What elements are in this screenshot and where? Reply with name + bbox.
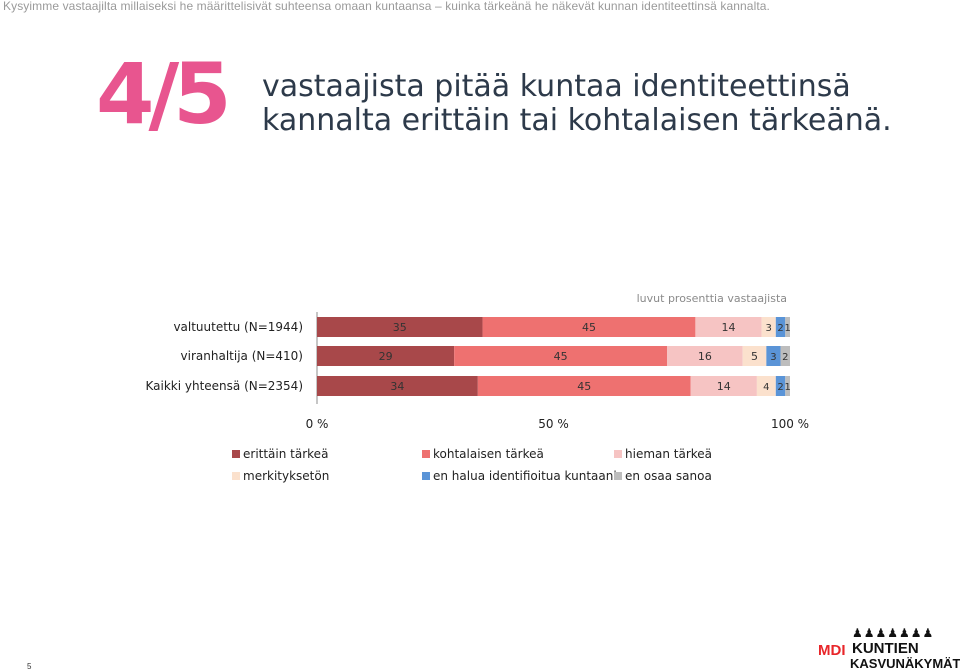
bar-segment xyxy=(775,317,786,337)
bar-segment xyxy=(317,346,455,366)
category-label: viranhaltija (N=410) xyxy=(181,349,303,363)
bar-value-label: 34 xyxy=(390,380,404,393)
bar-value-label: 1 xyxy=(784,323,790,334)
bar-value-label: 35 xyxy=(393,321,407,334)
legend-label: erittäin tärkeä xyxy=(243,447,328,461)
x-tick-label: 50 % xyxy=(538,417,569,431)
bar-value-label: 2 xyxy=(777,323,783,334)
headline-line-1: vastaajista pitää kuntaa identiteettinsä xyxy=(262,69,851,104)
bar-value-label: 2 xyxy=(777,382,783,393)
x-tick-label: 0 % xyxy=(306,417,329,431)
category-label: Kaikki yhteensä (N=2354) xyxy=(145,379,303,393)
bar-segment xyxy=(454,346,668,366)
bar-value-label: 2 xyxy=(782,352,788,363)
legend: erittäin tärkeä kohtalaisen tärkeä hieman … xyxy=(232,447,712,483)
bar-value-label: 1 xyxy=(784,382,790,393)
bar-value-label: 14 xyxy=(722,321,736,334)
bar-segment xyxy=(667,346,743,366)
bar-value-label: 29 xyxy=(379,350,393,363)
bar-segment xyxy=(785,376,790,396)
legend-swatch xyxy=(232,472,240,480)
category-label: valtuutettu (N=1944) xyxy=(173,320,303,334)
bars-group: valtuutettu (N=1944) 35 45 14 3 2 1viranhaltij… xyxy=(145,317,791,396)
logo-figures-icon: ♟♟♟♟♟♟♟ xyxy=(852,626,935,640)
headline: vastaajista pitää kuntaa identiteettinsä… xyxy=(262,70,892,138)
bar-segment xyxy=(317,376,478,396)
bar-segment xyxy=(482,317,696,337)
mdi-logo: ♟♟♟♟♟♟♟ MDI KUNTIEN KASVUNÄKYMÄT xyxy=(818,626,960,672)
x-ticks-group: 0 % 50 % 100 % xyxy=(306,417,809,431)
x-tick-label: 100 % xyxy=(771,417,809,431)
bar-value-label: 4 xyxy=(763,382,769,393)
logo-line-1: KUNTIEN xyxy=(852,640,919,657)
bar-segment xyxy=(477,376,691,396)
legend-label: hieman tärkeä xyxy=(625,447,712,461)
legend-swatch xyxy=(614,450,622,458)
chart-note: luvut prosenttia vastaajista xyxy=(637,292,787,305)
legend-swatch xyxy=(422,450,430,458)
logo-mdi: MDI xyxy=(818,642,846,659)
bar-value-label: 14 xyxy=(717,380,731,393)
logo-line-2: KASVUNÄKYMÄT xyxy=(850,656,960,671)
legend-label: kohtalaisen tärkeä xyxy=(433,447,544,461)
top-caption: Kysyimme vastaajilta millaiseksi he määr… xyxy=(3,0,770,13)
bar-value-label: 45 xyxy=(577,380,591,393)
bar-segment xyxy=(766,346,781,366)
page-number: 5 xyxy=(27,662,32,671)
bar-segment xyxy=(695,317,762,337)
bar-value-label: 16 xyxy=(698,350,712,363)
bar-value-label: 45 xyxy=(554,350,568,363)
bar-segment xyxy=(785,317,790,337)
bar-segment xyxy=(742,346,767,366)
legend-swatch xyxy=(232,450,240,458)
headline-line-2: kannalta erittäin tai kohtalaisen tärkeä… xyxy=(262,103,892,138)
bar-segment xyxy=(317,317,483,337)
bar-segment xyxy=(756,376,776,396)
bar-segment xyxy=(690,376,757,396)
legend-label: en halua identifioitua kuntaani xyxy=(433,469,617,483)
legend-label: en osaa sanoa xyxy=(625,469,712,483)
big-fraction-stat: 4/5 xyxy=(96,45,232,143)
legend-swatch xyxy=(422,472,430,480)
legend-label: merkityksetön xyxy=(243,469,329,483)
legend-swatch xyxy=(614,472,622,480)
bar-segment xyxy=(761,317,776,337)
bar-value-label: 3 xyxy=(770,352,776,363)
bar-segment xyxy=(775,376,786,396)
bar-value-label: 45 xyxy=(582,321,596,334)
bar-value-label: 3 xyxy=(766,323,772,334)
bar-value-label: 5 xyxy=(751,350,758,363)
bar-segment xyxy=(780,346,790,366)
